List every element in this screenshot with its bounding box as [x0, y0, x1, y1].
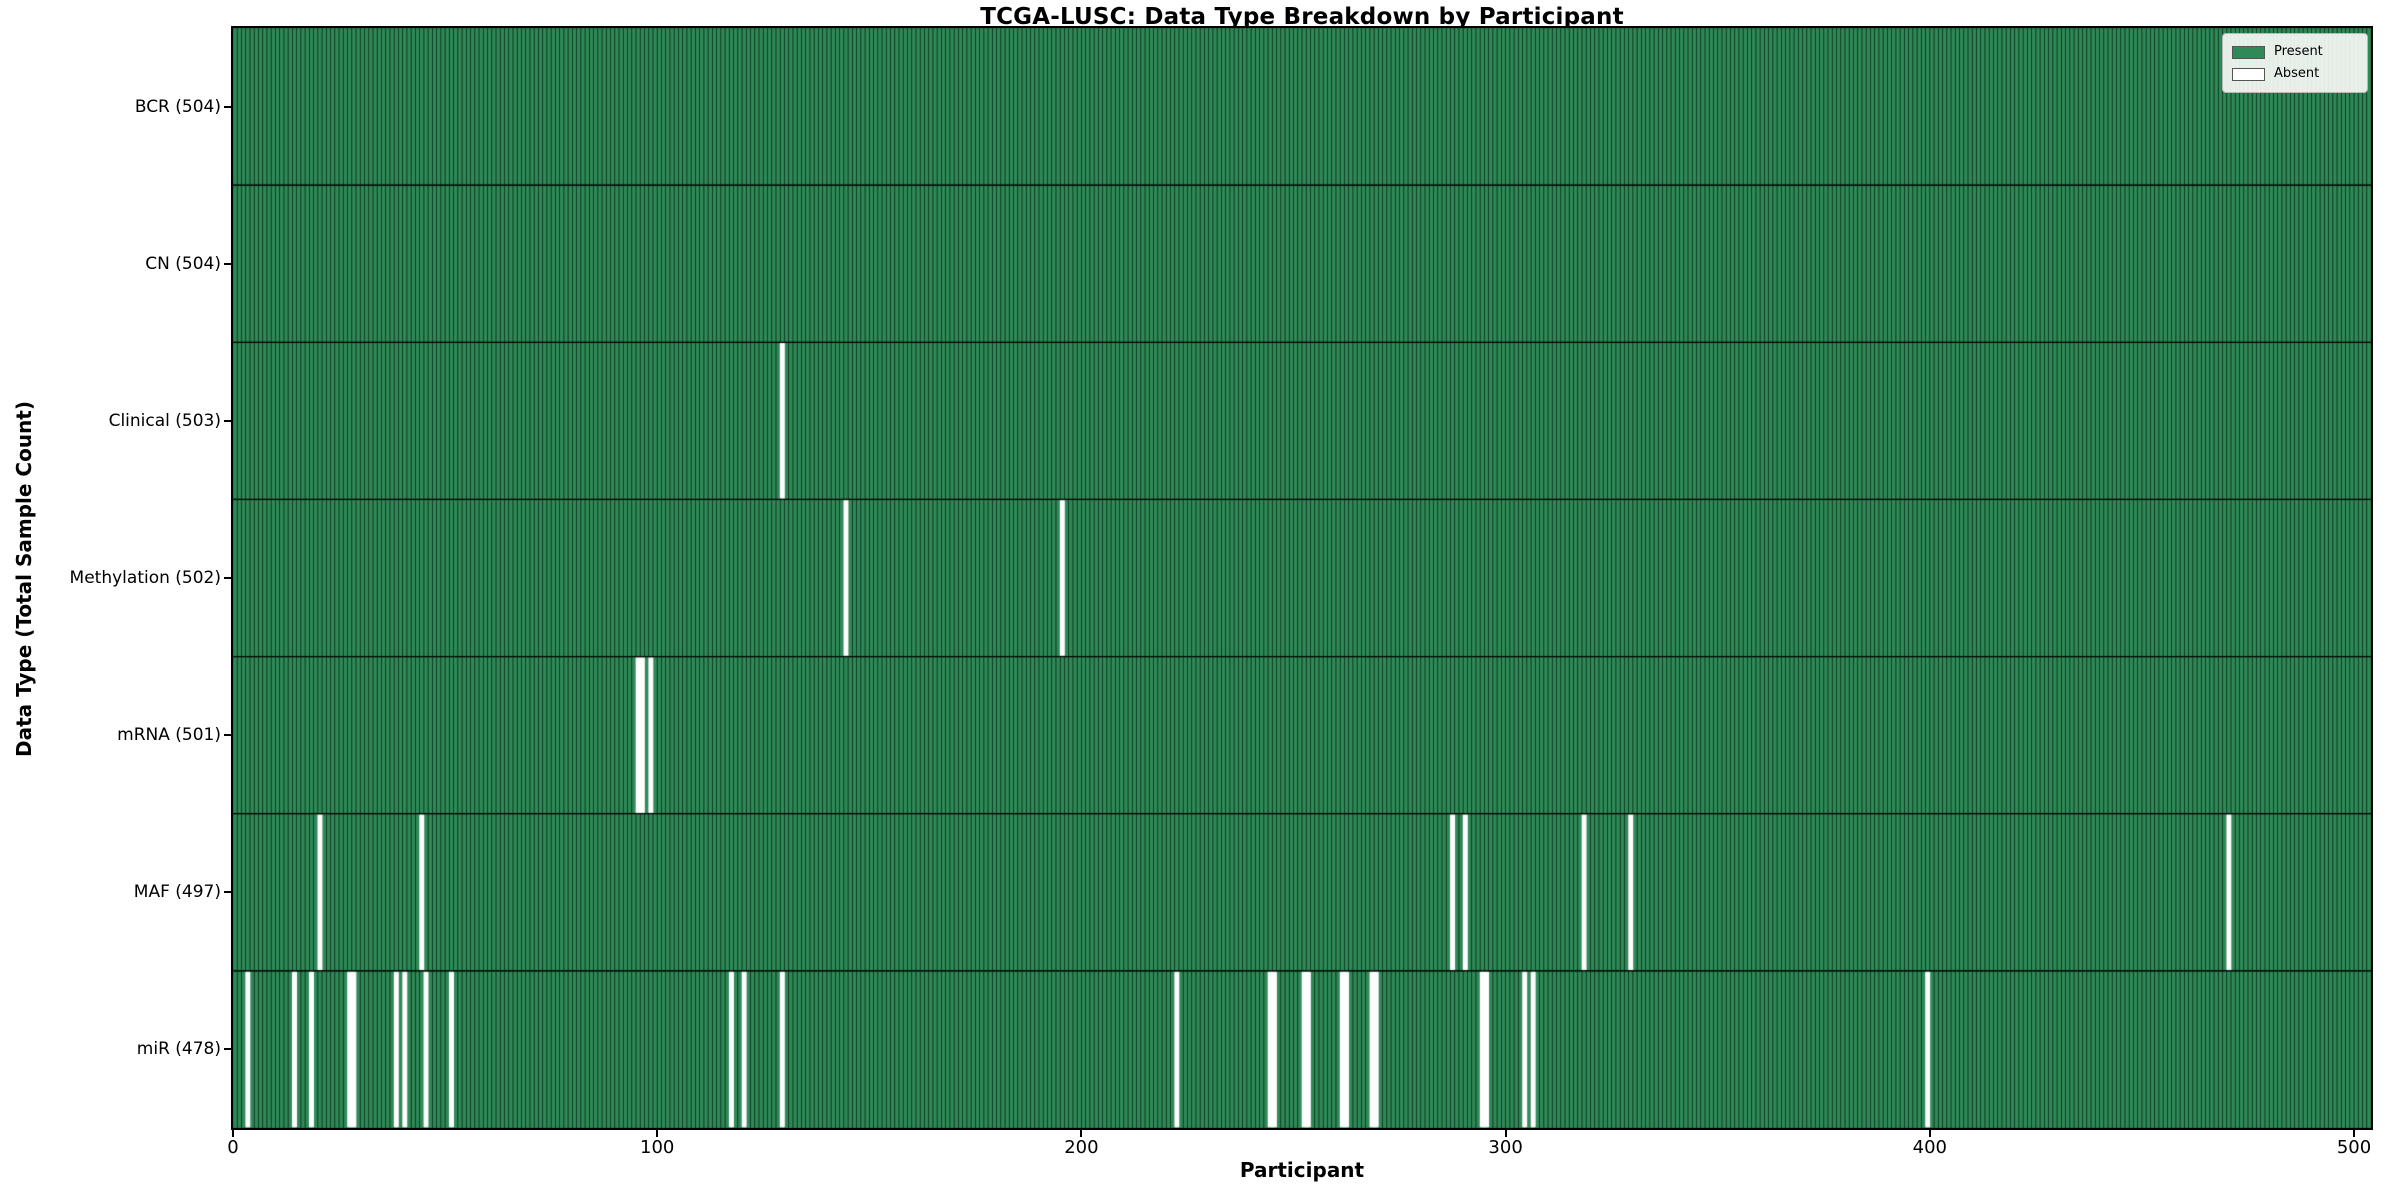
legend-item-present: Present — [2232, 41, 2357, 63]
x-tick-label-0: 0 — [227, 1137, 239, 1158]
x-tick-mark — [1928, 1130, 1931, 1137]
y-tick-mark — [224, 577, 231, 579]
y-tick-mark — [224, 105, 231, 108]
x-tick-label-400: 400 — [1912, 1137, 1947, 1158]
absent-swatch-icon — [2232, 67, 2265, 81]
x-tick-mark — [2353, 1130, 2356, 1137]
y-tick-label-maf: MAF (497) — [133, 882, 221, 903]
x-tick-mark — [656, 1130, 659, 1137]
legend-label-absent: Absent — [2274, 66, 2320, 81]
chart-title: TCGA-LUSC: Data Type Breakdown by Partic… — [980, 4, 1624, 30]
x-axis-title: Participant — [1239, 1158, 1365, 1182]
y-tick-mark — [224, 419, 231, 422]
y-tick-label-bcr: BCR (504) — [134, 96, 221, 117]
legend: Present Absent — [2222, 33, 2368, 93]
y-tick-label-methylation: Methylation (502) — [69, 568, 221, 588]
x-tick-label-300: 300 — [1488, 1137, 1523, 1158]
x-tick-label-500: 500 — [2336, 1137, 2372, 1158]
legend-label-present: Present — [2274, 44, 2323, 59]
x-tick-label-100: 100 — [640, 1137, 675, 1158]
x-tick-mark — [232, 1130, 234, 1137]
x-tick-label-200: 200 — [1064, 1137, 1099, 1158]
y-tick-mark — [224, 1048, 231, 1051]
y-tick-label-cn: CN (504) — [145, 253, 221, 274]
y-tick-mark — [224, 262, 231, 265]
x-tick-mark — [1080, 1130, 1083, 1137]
y-tick-label-mrna: mRNA (501) — [117, 725, 221, 746]
y-tick-mark — [224, 891, 231, 894]
presence-heatmap-canvas — [233, 28, 2371, 1128]
x-tick-mark — [1504, 1130, 1507, 1137]
legend-item-absent: Absent — [2232, 63, 2357, 85]
y-tick-label-mir: miR (478) — [136, 1039, 221, 1060]
y-tick-mark — [224, 734, 231, 737]
present-swatch-icon — [2232, 45, 2265, 59]
y-tick-label-clinical: Clinical (503) — [108, 410, 221, 431]
